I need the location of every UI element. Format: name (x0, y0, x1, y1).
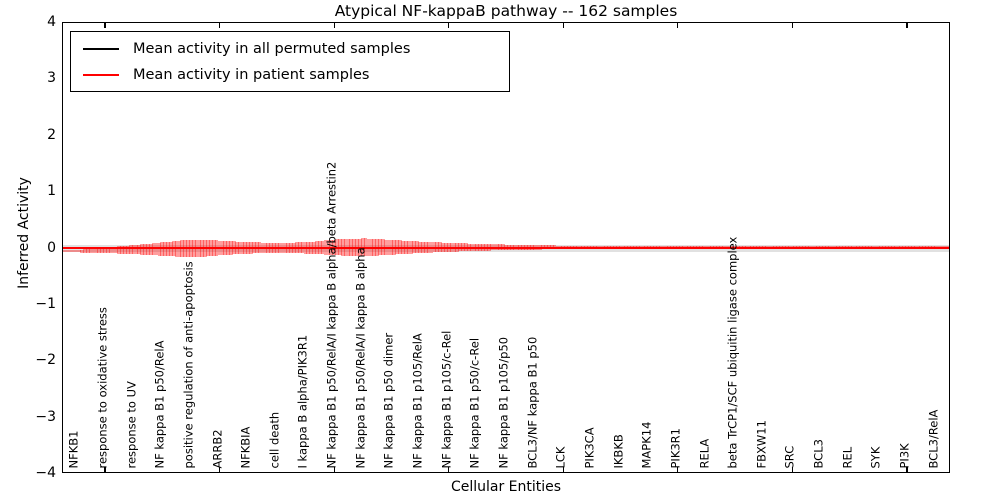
x-tick-mark (448, 467, 450, 473)
patient-band-segment (154, 243, 159, 256)
legend-swatch-patient (83, 73, 119, 77)
patient-band-segment (100, 247, 104, 253)
y-tick-label: −1 (35, 295, 56, 312)
x-tick-mark (562, 467, 564, 473)
patient-band-segment (94, 248, 99, 253)
patient-band-segment (103, 247, 107, 253)
patient-band-segment (137, 244, 142, 255)
patient-band-segment (114, 246, 119, 254)
legend-entry-patient: Mean activity in patient samples (71, 62, 509, 88)
patient-band-segment (108, 247, 113, 254)
patient-band-segment (128, 245, 133, 254)
patient-band-segment (88, 248, 93, 253)
legend-swatch-permuted (83, 47, 119, 51)
patient-band-segment (126, 245, 130, 254)
patient-band-segment (77, 250, 81, 253)
plot-area (62, 22, 950, 473)
patient-band-segment (83, 249, 87, 253)
patient-band-segment (134, 244, 139, 255)
x-tick-mark-top (448, 22, 450, 28)
patient-band-segment (97, 248, 102, 253)
x-tick-mark (333, 467, 335, 473)
patient-band-segment (123, 245, 127, 254)
patient-band-segment (131, 245, 136, 255)
patient-band-segment (111, 246, 116, 254)
y-tick-label: 3 (47, 70, 56, 87)
patient-band-segment (63, 250, 78, 253)
patient-band-segment (151, 243, 156, 256)
x-tick-mark-top (333, 22, 335, 28)
x-tick-mark (791, 467, 794, 473)
y-tick-label: 4 (47, 14, 56, 30)
patient-band-segment (120, 246, 124, 254)
x-tick-mark (218, 467, 221, 473)
chart-title: Atypical NF-kappaB pathway -- 162 sample… (334, 2, 678, 20)
patient-band-segment (91, 248, 96, 253)
legend-label-patient: Mean activity in patient samples (133, 67, 370, 83)
patient-band-segment (143, 244, 147, 255)
x-axis-title: Cellular Entities (450, 479, 562, 495)
y-tick-label: 0 (47, 239, 56, 256)
x-tick-mark (906, 467, 908, 473)
patient-band-segment (85, 249, 90, 253)
x-tick-mark-top (104, 22, 106, 28)
y-tick-label: −2 (35, 352, 56, 369)
patient-band-segment (117, 246, 122, 254)
x-tick-mark (677, 467, 679, 473)
chart-legend: Mean activity in all permuted samples Me… (70, 31, 510, 92)
x-tick-mark-top (791, 22, 794, 28)
x-tick-mark (104, 467, 106, 473)
patient-band-segment (140, 244, 144, 255)
patient-mean-line (63, 246, 949, 250)
x-tick-mark-top (562, 22, 564, 28)
y-tick-label: −4 (35, 465, 56, 481)
y-tick-label: −3 (35, 408, 56, 425)
x-tick-mark-top (906, 22, 908, 28)
legend-entry-permuted: Mean activity in all permuted samples (71, 36, 509, 62)
patient-band-segment (80, 249, 84, 253)
y-tick-label: 2 (47, 126, 56, 143)
x-tick-mark-top (677, 22, 679, 28)
y-tick-label: 1 (47, 183, 56, 200)
x-tick-mark-top (218, 22, 221, 28)
patient-band-segment (105, 247, 110, 254)
legend-label-permuted: Mean activity in all permuted samples (133, 41, 411, 57)
patient-band-segment (146, 243, 150, 255)
patient-band-segment (148, 243, 153, 256)
